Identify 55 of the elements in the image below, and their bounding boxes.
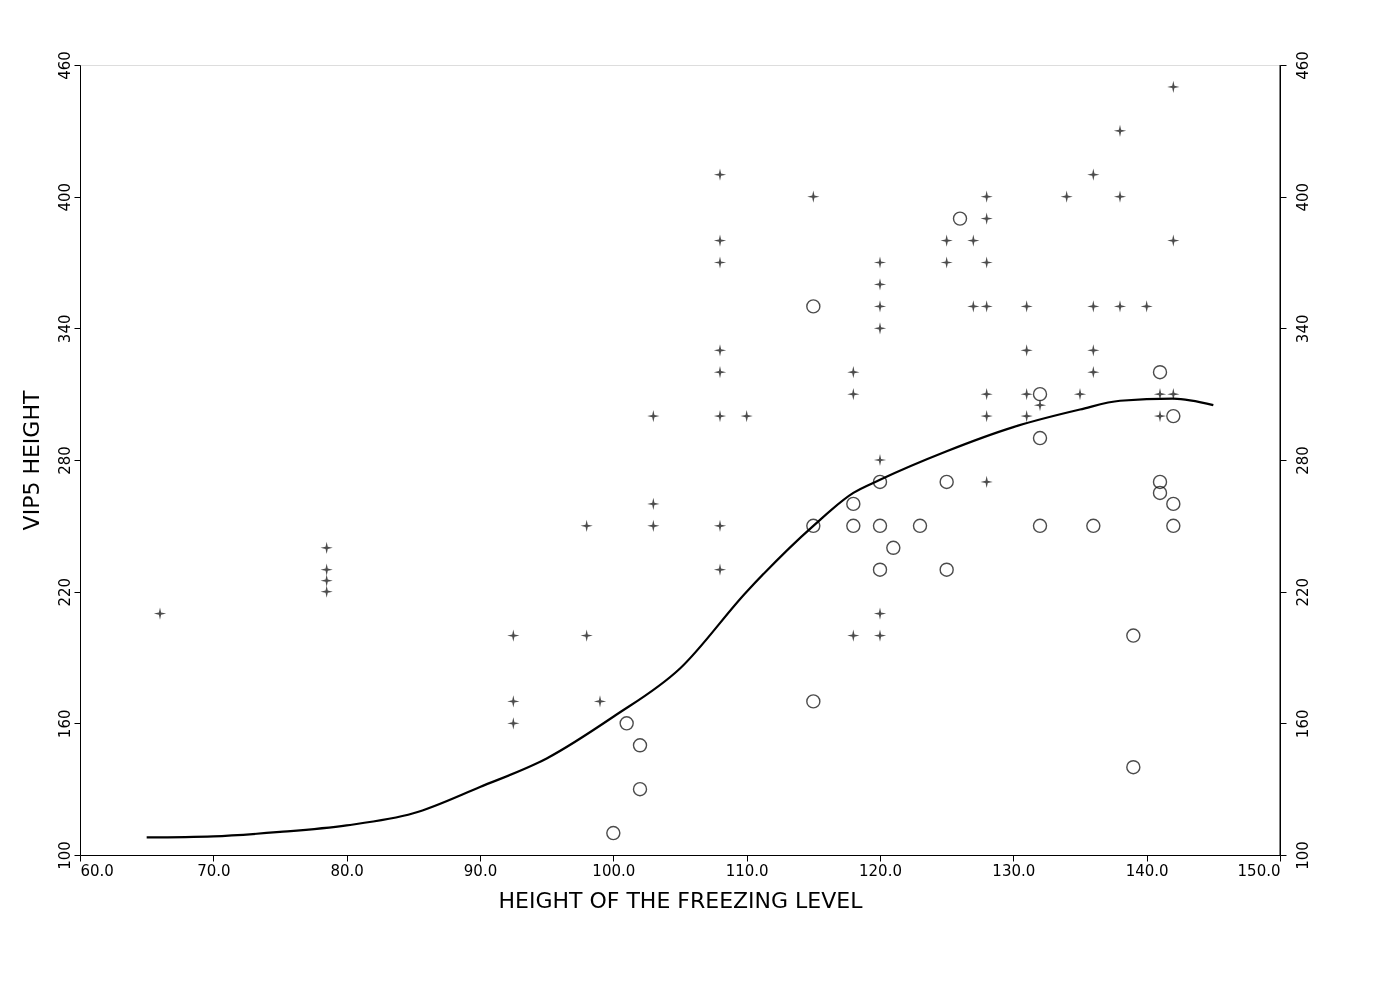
y2-tick-label: 160 xyxy=(1293,709,1312,739)
point xyxy=(1152,485,1168,501)
y-tick-label: 400 xyxy=(55,182,74,212)
point xyxy=(606,825,621,841)
y-tick-label: 280 xyxy=(55,446,74,475)
point xyxy=(1152,474,1168,490)
x-tick-label: 140.0 xyxy=(1125,861,1169,880)
x-tick-label: 60.0 xyxy=(80,861,114,880)
x-tick-label: 100.0 xyxy=(592,861,636,880)
x-axis-title: HEIGHT OF THE FREEZING LEVEL xyxy=(498,887,864,913)
x-tick-label: 90.0 xyxy=(463,861,498,880)
y2-tick-label: 100 xyxy=(1293,841,1312,870)
point xyxy=(1166,496,1181,512)
y-tick-label: 160 xyxy=(55,709,74,739)
y2-tick-label: 280 xyxy=(1293,446,1312,475)
point xyxy=(619,716,634,731)
y-tick-label: 340 xyxy=(55,314,74,344)
x-tick-label: 150.0 xyxy=(1237,861,1281,880)
point xyxy=(846,518,861,534)
point xyxy=(632,781,648,797)
point xyxy=(872,562,888,577)
point xyxy=(939,562,954,577)
point xyxy=(1032,430,1048,446)
x-tick-label: 80.0 xyxy=(330,861,364,880)
point xyxy=(846,496,861,512)
y2-tick-label: 400 xyxy=(1293,182,1312,212)
point xyxy=(1032,518,1048,534)
point xyxy=(1166,408,1181,424)
point xyxy=(806,518,821,534)
y2-tick-label: 220 xyxy=(1293,577,1312,607)
point xyxy=(886,540,901,555)
point xyxy=(806,299,821,314)
point xyxy=(1032,386,1048,402)
y2-tick-label: 340 xyxy=(1293,314,1312,344)
point xyxy=(952,211,968,226)
x-tick-label: 110.0 xyxy=(725,861,769,880)
y-axis-title: VIP5 HEIGHT xyxy=(18,390,44,531)
y2-tick-label: 460 xyxy=(1293,51,1312,80)
point xyxy=(912,518,928,534)
point xyxy=(872,518,888,534)
x-tick-label: 120.0 xyxy=(859,861,902,880)
point xyxy=(1086,518,1101,534)
point xyxy=(1126,628,1141,643)
x-tick-label: 70.0 xyxy=(197,861,231,880)
point xyxy=(872,474,888,490)
point xyxy=(806,694,821,709)
y-tick-label: 220 xyxy=(55,577,74,607)
y-tick-label: 460 xyxy=(55,51,74,80)
x-tick-label: 130.0 xyxy=(992,861,1036,880)
point xyxy=(939,474,954,490)
point xyxy=(1126,760,1141,775)
point xyxy=(1152,365,1168,380)
point xyxy=(1166,518,1181,534)
point xyxy=(632,738,648,753)
y-tick-label: 100 xyxy=(55,841,74,870)
